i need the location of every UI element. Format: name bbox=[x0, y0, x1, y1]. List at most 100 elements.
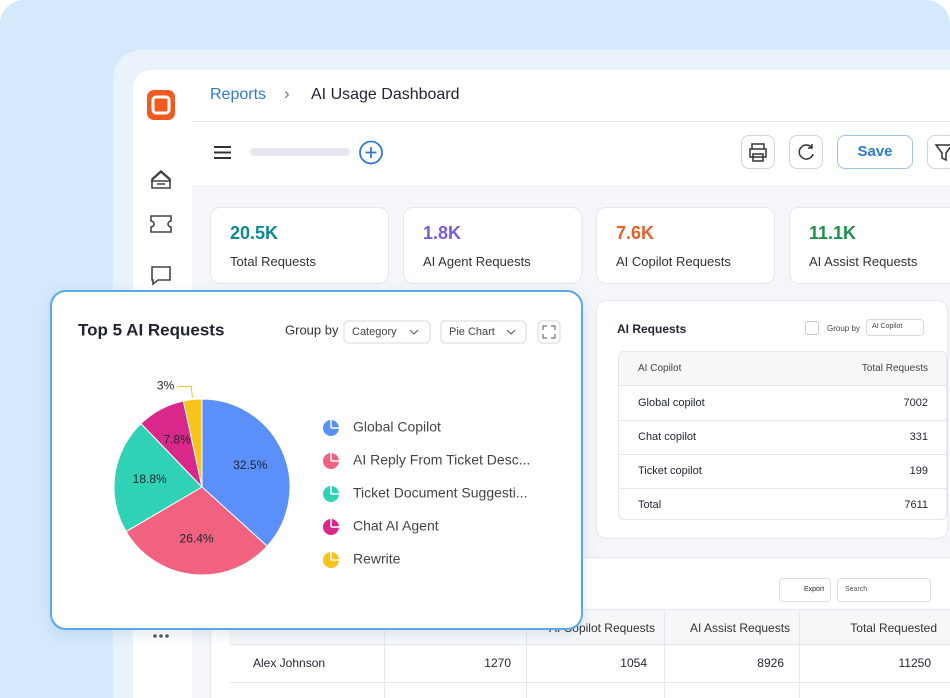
row-label: Ticket copilot bbox=[638, 465, 702, 477]
legend-label[interactable]: Ticket Document Suggesti... bbox=[353, 485, 528, 501]
stat-label: AI Copilot Requests bbox=[616, 254, 731, 269]
filter-button[interactable] bbox=[927, 135, 950, 169]
row-value: 331 bbox=[909, 431, 928, 443]
pie-chart: Top 5 AI Requests Group by Category Pie … bbox=[78, 320, 561, 576]
column-header: Total Requested bbox=[850, 621, 937, 635]
more-dot[interactable] bbox=[159, 634, 163, 638]
stat-card: 11.1K AI Assist Requests bbox=[789, 207, 950, 284]
leader-line bbox=[177, 385, 193, 398]
export-button[interactable]: Export bbox=[779, 578, 831, 602]
toolbar: Save bbox=[192, 122, 950, 185]
column-header: AI Copilot bbox=[638, 363, 682, 374]
pie-slice bbox=[113, 422, 203, 533]
cell-number: 8926 bbox=[757, 656, 784, 670]
pie-card: Top 5 AI Requests Group by Category Pie … bbox=[50, 290, 583, 630]
refresh-icon bbox=[798, 144, 814, 160]
chevron bbox=[506, 329, 516, 335]
row-value: 199 bbox=[909, 465, 928, 477]
column-divider bbox=[526, 609, 527, 698]
slice-label: 32.5% bbox=[233, 458, 267, 472]
pie-slice bbox=[125, 486, 268, 576]
stat-label: Total Requests bbox=[230, 254, 316, 269]
row-divider bbox=[619, 488, 946, 489]
stat-value: 20.5K bbox=[230, 223, 279, 243]
stat-card: 7.6K AI Copilot Requests bbox=[596, 207, 775, 284]
pie-slice bbox=[201, 398, 291, 547]
legend-swatch-cut bbox=[330, 552, 339, 561]
search-input[interactable]: Search bbox=[837, 578, 931, 602]
more-dot[interactable] bbox=[165, 634, 169, 638]
cell-number: 1270 bbox=[484, 656, 511, 670]
row-value: 7611 bbox=[904, 499, 928, 511]
legend-label[interactable]: Rewrite bbox=[353, 551, 401, 567]
sidebar-icons bbox=[147, 90, 175, 638]
stat-value: 11.1K bbox=[809, 223, 857, 243]
slice-label: 7.8% bbox=[163, 433, 191, 447]
row-label: Total bbox=[638, 499, 662, 511]
print-button[interactable] bbox=[741, 135, 775, 169]
home-icon-shape bbox=[151, 169, 171, 189]
stat-value: 1.8K bbox=[423, 223, 462, 243]
breadcrumb-parent[interactable]: Reports bbox=[210, 86, 267, 103]
requests-table: AI Copilot Total Requests Global copilot 70… bbox=[618, 351, 947, 520]
group-by-label: Group by bbox=[827, 324, 860, 333]
more-dot[interactable] bbox=[153, 634, 157, 638]
legend-swatch-cut bbox=[330, 420, 339, 429]
row-value: 7002 bbox=[903, 397, 928, 409]
placeholder-bar bbox=[250, 148, 350, 156]
row-label: Global copilot bbox=[638, 397, 705, 409]
export-icon[interactable] bbox=[805, 321, 819, 335]
column-divider bbox=[664, 609, 665, 698]
legend-label[interactable]: AI Reply From Ticket Desc... bbox=[353, 452, 530, 468]
stat-label: AI Assist Requests bbox=[809, 254, 918, 269]
column-header: AI Assist Requests bbox=[690, 621, 791, 635]
legend-label[interactable]: Global Copilot bbox=[353, 419, 441, 435]
chat-icon[interactable] bbox=[151, 266, 171, 286]
slice-label: 3% bbox=[157, 379, 175, 393]
group-by-label: Group by bbox=[285, 322, 339, 337]
column-divider bbox=[799, 609, 800, 698]
cell-name: Alex Johnson bbox=[253, 656, 326, 670]
requests-title: AI Requests bbox=[617, 322, 687, 336]
category-select[interactable] bbox=[343, 320, 431, 344]
legend-swatch-cut bbox=[330, 486, 339, 495]
expand-icon bbox=[542, 325, 556, 339]
menu-icon[interactable] bbox=[214, 146, 231, 159]
add-button[interactable] bbox=[359, 140, 383, 165]
stat-card: 20.5K Total Requests bbox=[210, 207, 389, 284]
stat-card: 1.8K AI Agent Requests bbox=[403, 207, 582, 284]
filter-icon bbox=[934, 144, 950, 162]
print-icon bbox=[749, 143, 767, 162]
slice-label: 18.8% bbox=[133, 472, 167, 486]
requests-card: AI Requests Group by AI Copilot AI Copil… bbox=[596, 300, 948, 539]
add-icon bbox=[365, 147, 377, 158]
stat-value: 7.6K bbox=[616, 223, 655, 243]
group-by-select[interactable]: AI Copilot bbox=[866, 319, 924, 336]
chevron bbox=[409, 329, 419, 335]
stat-label: AI Agent Requests bbox=[423, 254, 531, 269]
cell-number: 11250 bbox=[898, 656, 931, 670]
legend-label[interactable]: Chat AI Agent bbox=[353, 518, 439, 534]
ticket-icon[interactable] bbox=[150, 215, 172, 233]
legend-swatch-cut bbox=[330, 519, 339, 528]
refresh-button[interactable] bbox=[789, 135, 823, 169]
save-button[interactable]: Save bbox=[837, 135, 913, 169]
logo bbox=[147, 90, 175, 120]
row-divider bbox=[619, 420, 946, 421]
chart-title: Top 5 AI Requests bbox=[78, 320, 224, 339]
chart-type-text: Pie Chart bbox=[449, 326, 495, 338]
chart-type-select[interactable] bbox=[440, 320, 527, 344]
table-header bbox=[619, 352, 946, 386]
column-divider bbox=[384, 609, 385, 698]
cell-number: 1054 bbox=[620, 656, 647, 670]
pie-slice bbox=[182, 398, 203, 488]
breadcrumb-separator: › bbox=[284, 84, 290, 103]
slice-label: 26.4% bbox=[180, 532, 214, 546]
breadcrumb-current: AI Usage Dashboard bbox=[311, 86, 460, 103]
category-select-text: Category bbox=[352, 326, 397, 338]
expand-button[interactable] bbox=[537, 320, 561, 344]
legend-swatch-cut bbox=[330, 453, 339, 462]
logo-mark bbox=[151, 95, 171, 115]
column-header: Total Requests bbox=[861, 363, 928, 374]
